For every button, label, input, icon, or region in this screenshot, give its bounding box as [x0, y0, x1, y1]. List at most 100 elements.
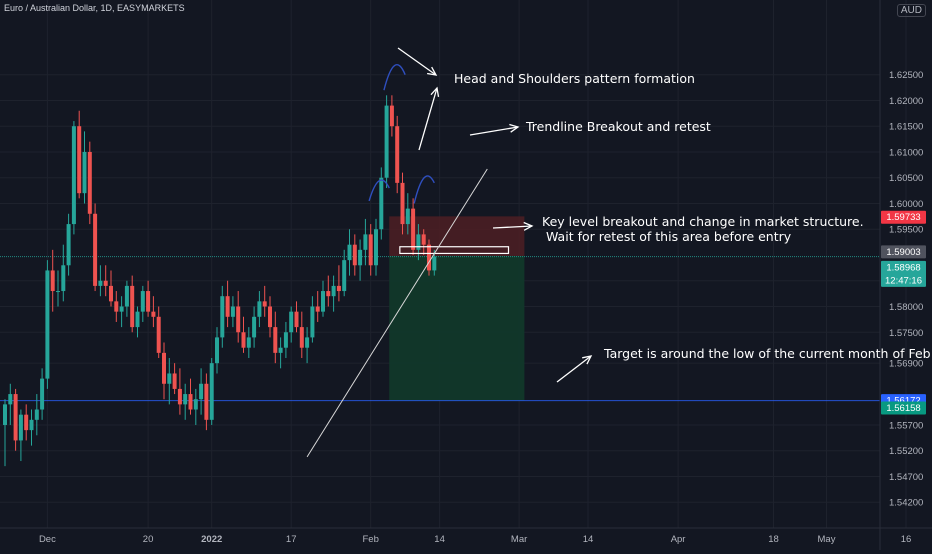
- candle-body: [8, 394, 13, 405]
- arrow-target: [556, 355, 593, 383]
- candle-body: [273, 327, 278, 353]
- x-tick-label: 18: [768, 534, 779, 545]
- candle-body: [289, 311, 294, 333]
- y-tick-label: 1.55200: [889, 446, 923, 457]
- head-shoulders-arc: [368, 179, 390, 202]
- y-tick-label: 1.56900: [889, 359, 923, 370]
- y-tick-label: 1.54700: [889, 472, 923, 483]
- price-label-bg: [881, 401, 926, 415]
- candle-body: [246, 337, 251, 348]
- drawings: [306, 47, 593, 458]
- candle-body: [109, 285, 113, 302]
- candle-body: [177, 388, 182, 405]
- price-label: 1.58968 12:47:16: [881, 260, 926, 287]
- candle-body: [257, 301, 262, 317]
- candle-body: [384, 105, 389, 178]
- price-label: 1.56158: [881, 401, 926, 415]
- candle-body: [347, 244, 352, 261]
- candle-body: [310, 306, 315, 338]
- candle-body: [405, 208, 410, 225]
- candle-body: [342, 260, 347, 292]
- candle-body: [40, 378, 45, 410]
- y-tick-label: 1.57500: [889, 328, 923, 339]
- key-level-box: [399, 246, 510, 255]
- candle-body: [389, 105, 394, 127]
- head-shoulders-arc: [413, 175, 435, 204]
- candle-body: [103, 280, 108, 286]
- arrow-head: [430, 86, 440, 97]
- candle-body: [230, 306, 235, 317]
- price-label-text: 1.59003: [886, 247, 920, 258]
- candle-body: [146, 291, 151, 312]
- arrow-head: [582, 355, 593, 365]
- price-label-bg: [881, 210, 926, 224]
- arrow-key-level: [492, 221, 534, 231]
- annotation-trendline-breakout: Trendline Breakout and retest: [525, 119, 711, 134]
- arrow-shaft: [556, 355, 592, 383]
- candle-body: [432, 256, 437, 271]
- annotation-target: Target is around the low of the current …: [603, 346, 931, 361]
- candle-body: [352, 244, 357, 266]
- candle-body: [299, 327, 304, 348]
- candle-body: [77, 126, 82, 194]
- y-tick-label: 1.61500: [889, 122, 923, 133]
- price-label-text: 1.56172: [886, 396, 920, 407]
- candle-body: [34, 409, 39, 420]
- candle-body: [162, 352, 166, 384]
- annotations: Head and Shoulders pattern formation Tre…: [454, 71, 931, 361]
- candle-body: [98, 280, 103, 286]
- candle-body: [225, 296, 230, 317]
- candle-body: [172, 373, 177, 389]
- arrow-head-shoulders-1: [397, 47, 438, 76]
- candle-body: [400, 182, 405, 225]
- y-tick-label: 1.54200: [889, 498, 923, 509]
- y-tick-label: 1.55700: [889, 420, 923, 431]
- arrow-shaft: [492, 225, 533, 229]
- candle-body: [315, 306, 320, 312]
- price-label-text: 1.56158: [886, 403, 920, 414]
- candle-body: [241, 332, 246, 348]
- x-tick-label: 14: [434, 534, 445, 545]
- candle-body: [66, 224, 71, 266]
- time-axis[interactable]: Dec 20 2022 17 Feb 14 Mar 14 Apr 18 May 16: [0, 527, 932, 545]
- candle-body: [188, 394, 193, 410]
- y-tick-label: 1.60500: [889, 173, 923, 184]
- candle-body: [336, 285, 341, 292]
- candle-body: [183, 394, 188, 405]
- annotation-head-shoulders: Head and Shoulders pattern formation: [454, 71, 695, 86]
- candle-body: [50, 270, 55, 292]
- candle-body: [268, 306, 272, 328]
- price-labels: 1.597331.590031.5896812:47:161.561721.56…: [881, 210, 926, 415]
- candle-body: [24, 414, 29, 431]
- price-label-bg: [881, 260, 926, 287]
- price-axis[interactable]: 1.62500 1.62000 1.61500 1.61000 1.60500 1.600…: [879, 0, 923, 550]
- arrow-shaft: [469, 126, 519, 136]
- candle-body: [13, 394, 18, 441]
- candle-body: [82, 151, 87, 194]
- candle-body: [363, 234, 368, 250]
- candle-body: [193, 399, 198, 410]
- candle-body: [427, 244, 431, 271]
- candle-body: [124, 285, 129, 307]
- price-label: 1.59733: [881, 210, 926, 224]
- x-tick-label: May: [818, 534, 836, 545]
- candle-body: [209, 363, 214, 420]
- candle-body: [87, 151, 92, 214]
- candle-body: [236, 306, 241, 333]
- candle-body: [262, 301, 267, 307]
- arrow-shaft: [418, 87, 438, 151]
- candle-body: [421, 234, 426, 245]
- candle-body: [215, 337, 219, 364]
- x-tick-label: Dec: [39, 534, 56, 545]
- candle-body: [114, 301, 119, 312]
- arrow-head-shoulders-2: [418, 86, 440, 151]
- currency-button[interactable]: AUD: [896, 4, 926, 17]
- y-tick-label: 1.62000: [889, 96, 923, 107]
- head-shoulders-arc: [383, 63, 406, 91]
- candle-body: [135, 311, 140, 328]
- horizontal-lines: [0, 256, 880, 402]
- candle-body: [321, 291, 325, 312]
- candle-body: [305, 337, 310, 348]
